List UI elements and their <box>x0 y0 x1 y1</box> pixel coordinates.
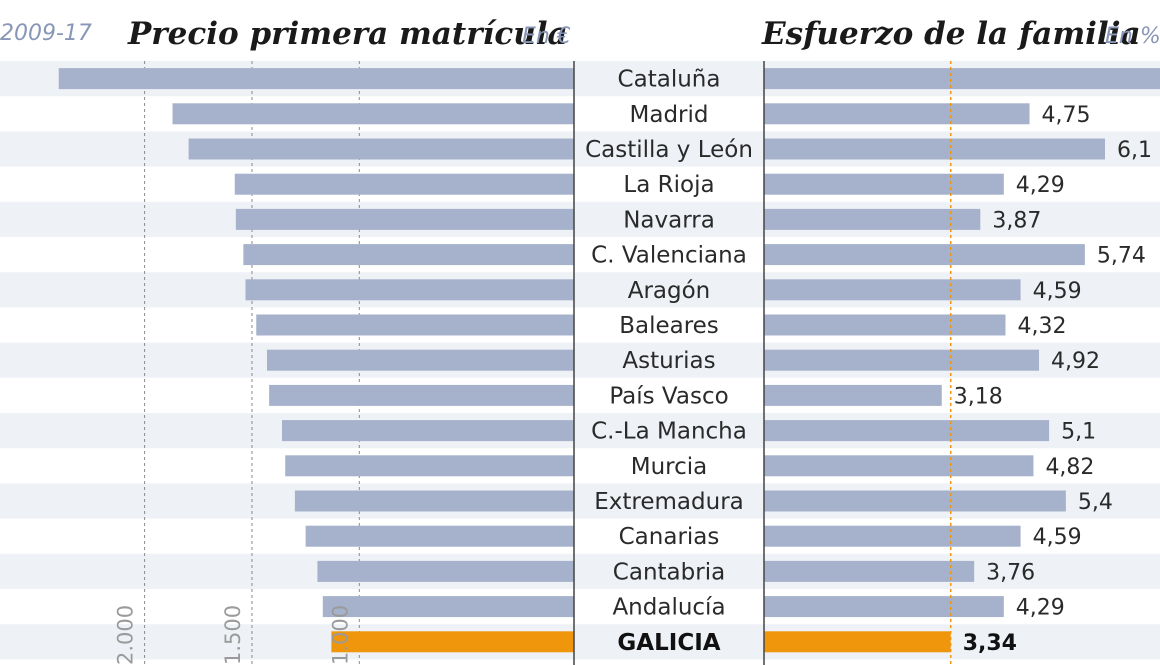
right-bar <box>764 560 975 582</box>
value-label: 3,18 <box>954 384 1003 409</box>
region-label: Asturias <box>622 348 715 374</box>
left-bar <box>243 244 574 266</box>
left-bar <box>322 596 574 618</box>
right-bar <box>764 525 1021 547</box>
left-bar <box>269 384 574 406</box>
value-label: 4,32 <box>1017 314 1066 339</box>
left-bar <box>317 560 574 582</box>
left-bar <box>282 420 574 442</box>
right-bar <box>764 349 1040 371</box>
left-bars <box>58 68 575 653</box>
left-bar <box>172 103 575 125</box>
left-bar <box>58 68 575 90</box>
right-bar <box>764 384 942 406</box>
value-label: 4,29 <box>1016 173 1065 198</box>
value-label: 5,1 <box>1061 420 1096 445</box>
right-bar <box>764 173 1004 195</box>
value-label: 4,59 <box>1033 279 1082 304</box>
region-label: GALICIA <box>617 630 720 656</box>
left-chart-unit: En € <box>522 24 571 49</box>
left-bar <box>188 138 574 160</box>
value-label: 6,1 <box>1117 138 1152 163</box>
value-label: 5,74 <box>1097 244 1146 269</box>
right-chart-title: Esfuerzo de la familia <box>761 16 1141 52</box>
period-label: 2009-17 <box>0 21 92 46</box>
left-bar <box>256 314 574 336</box>
region-label: Castilla y León <box>585 137 753 163</box>
value-label: 4,92 <box>1051 349 1100 374</box>
region-labels: Cataluña Madrid Castilla y León La Rioja Nav… <box>585 67 753 656</box>
left-bar <box>245 279 574 301</box>
value-label: 4,82 <box>1045 455 1094 480</box>
value-label: 4,59 <box>1033 525 1082 550</box>
region-label: País Vasco <box>609 383 728 409</box>
region-label: Murcia <box>631 454 708 480</box>
right-bar <box>764 68 1160 90</box>
left-bar <box>266 349 574 371</box>
left-bar <box>305 525 574 547</box>
region-label: Extremadura <box>594 489 744 515</box>
region-label: Madrid <box>630 102 709 128</box>
region-label: La Rioja <box>623 172 714 198</box>
region-label: Navarra <box>623 207 715 233</box>
right-bar <box>764 314 1006 336</box>
value-label: 3,87 <box>992 208 1041 233</box>
region-label: C.-La Mancha <box>591 419 747 445</box>
right-bar <box>764 103 1030 125</box>
left-bar <box>294 490 574 512</box>
value-label: 4,75 <box>1042 103 1091 128</box>
right-chart-unit: En % <box>1105 24 1160 49</box>
tick-label: 1.500 <box>221 605 245 665</box>
right-bar <box>764 596 1004 618</box>
region-label: Andalucía <box>612 595 725 621</box>
region-label: C. Valenciana <box>591 243 747 269</box>
right-bar <box>764 138 1105 160</box>
right-bar <box>764 420 1050 442</box>
row-band <box>0 201 1160 237</box>
right-bar <box>764 208 981 230</box>
region-label: Canarias <box>619 524 720 550</box>
tick-label: 2.000 <box>114 605 138 665</box>
row-band <box>0 624 1160 660</box>
value-label: 3,76 <box>986 560 1035 585</box>
region-label: Cantabria <box>613 559 725 585</box>
value-label: 5,4 <box>1078 490 1113 515</box>
axes <box>573 61 952 665</box>
left-bar <box>234 173 575 195</box>
value-label: 4,29 <box>1016 596 1065 621</box>
right-bar <box>764 455 1034 477</box>
left-bar <box>331 631 574 653</box>
region-label: Aragón <box>628 278 711 304</box>
left-chart-title: Precio primera matrícula <box>127 16 568 52</box>
right-bar <box>764 244 1085 266</box>
right-bar <box>764 279 1021 301</box>
value-labels: 4,75 6,1 4,29 3,87 5,74 4,59 4,32 4,92 3,18 5,1 4,… <box>954 103 1152 656</box>
right-bars <box>764 68 1160 653</box>
tick-label: 1.000 <box>328 605 352 665</box>
right-bar <box>764 490 1066 512</box>
left-bar <box>235 208 574 230</box>
value-label: 3,34 <box>963 631 1017 656</box>
right-bar <box>764 631 951 653</box>
region-label: Baleares <box>619 313 719 339</box>
left-tick-labels: 2.000 1.500 1.000 <box>114 605 353 665</box>
left-bar <box>285 455 574 477</box>
region-label: Cataluña <box>618 67 721 93</box>
